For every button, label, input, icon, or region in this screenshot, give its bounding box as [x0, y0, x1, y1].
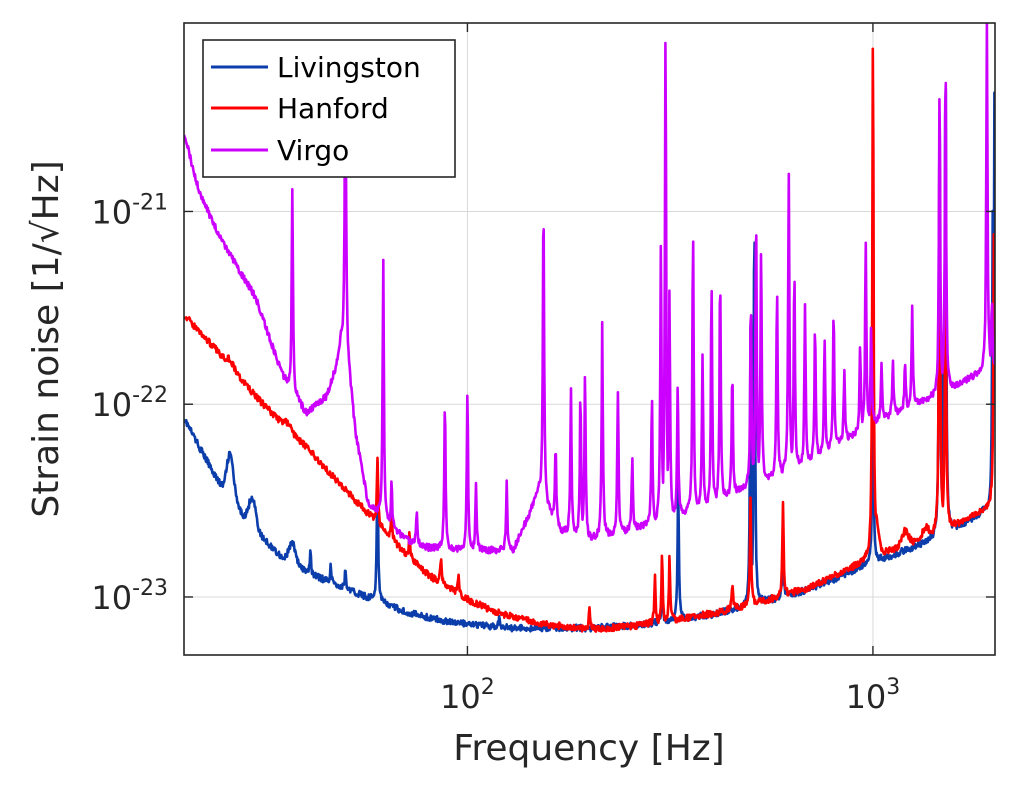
series-group — [184, 23, 995, 633]
y-tick-label: 10-22 — [91, 383, 168, 424]
legend: Livingston Hanford Virgo — [202, 39, 456, 178]
legend-label-livingston: Livingston — [277, 51, 421, 84]
x-axis-title: Frequency [Hz] — [453, 728, 724, 769]
series-line-hanford — [184, 47, 995, 633]
ticks: 102 103 10-23 10-22 10-21 — [91, 23, 995, 716]
x-tick-label: 102 — [440, 675, 495, 716]
series-line-livingston — [184, 87, 995, 633]
x-tick-label: 103 — [846, 675, 901, 716]
series-line-virgo — [184, 23, 995, 555]
y-tick-label: 10-21 — [91, 190, 168, 231]
y-axis-title: Strain noise [1/√Hz] — [26, 160, 67, 517]
plot-frame — [183, 22, 996, 656]
legend-label-virgo: Virgo — [277, 134, 349, 167]
y-tick-label: 10-23 — [91, 576, 168, 617]
legend-label-hanford: Hanford — [277, 92, 389, 125]
